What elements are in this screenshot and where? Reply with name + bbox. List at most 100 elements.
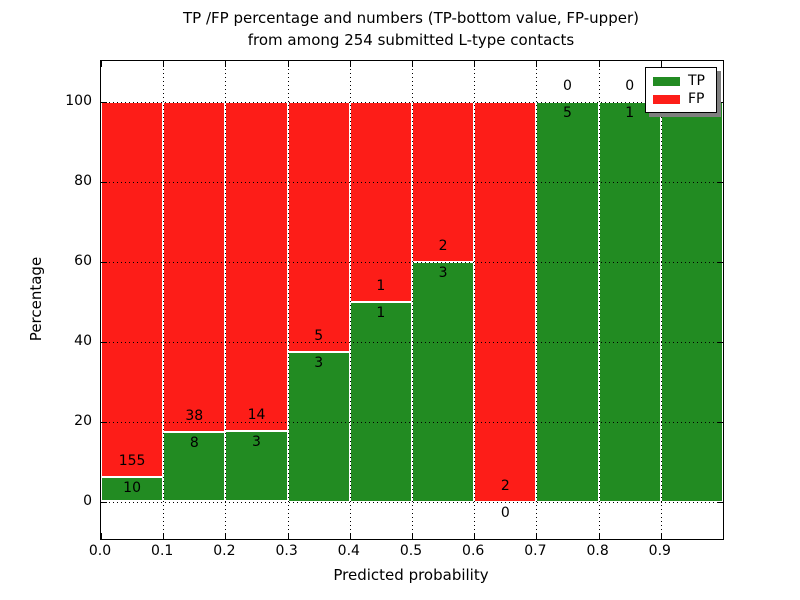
x-tick-bottom <box>163 533 165 539</box>
y-tick-label: 60 <box>74 252 92 269</box>
x-tick-top <box>412 61 413 67</box>
x-tick-top <box>349 61 351 67</box>
x-tick-bottom <box>287 533 289 539</box>
chart-title-line1: TP /FP percentage and numbers (TP-bottom… <box>183 9 639 27</box>
bar-segment-fp <box>474 101 537 502</box>
chart-title-line2: from among 254 submitted L-type contacts <box>247 31 575 49</box>
tp-count-label: 1 <box>376 304 386 321</box>
x-tick-label: 0.4 <box>337 543 360 559</box>
bar-segment-tp <box>349 301 412 502</box>
x-gridline <box>598 61 600 539</box>
tp-count-label: 8 <box>189 434 199 451</box>
bar-segment-fp <box>225 101 288 431</box>
x-gridline <box>225 61 227 539</box>
legend-item-label: TP <box>688 73 705 89</box>
x-tick-bottom <box>474 533 476 539</box>
tp-swatch-icon <box>653 76 680 86</box>
bar-segment-tp <box>598 101 661 502</box>
x-tick-bottom <box>349 533 351 539</box>
fp-count-label: 5 <box>314 327 324 344</box>
x-tick-bottom <box>225 533 227 539</box>
x-tick-top <box>598 61 600 67</box>
x-tick-label: 0.2 <box>213 543 236 559</box>
bar-segment-fp <box>101 101 164 478</box>
x-tick-label: 0.9 <box>648 543 671 559</box>
x-tick-label: 0.5 <box>399 543 423 559</box>
x-tick-top <box>101 61 102 67</box>
x-tick-label: 0.6 <box>462 543 485 559</box>
x-tick-label: 0.8 <box>586 543 609 559</box>
tp-count-label: 5 <box>563 104 572 121</box>
x-gridline <box>536 61 538 539</box>
x-tick-bottom <box>412 533 413 539</box>
y-tick-right <box>717 261 723 263</box>
bar-segment-tp <box>101 477 164 502</box>
fp-count-label: 0 <box>625 77 635 94</box>
y-tick-label: 100 <box>65 92 92 109</box>
x-gridline <box>287 61 289 539</box>
y-tick-right <box>717 421 723 423</box>
y-tick-right <box>717 101 723 103</box>
legend-box: TP FP <box>645 67 717 113</box>
y-tick-left <box>101 181 107 183</box>
y-tick-label: 40 <box>74 332 92 349</box>
x-tick-label: 0.0 <box>88 543 112 559</box>
bar-segment-tp <box>660 101 723 502</box>
bar-segment-fp <box>287 101 350 352</box>
plot-area: 1551038814353112320050103 <box>100 60 724 540</box>
x-tick-bottom <box>101 533 102 539</box>
x-tick-bottom <box>598 533 600 539</box>
x-tick-label: 0.1 <box>151 543 174 559</box>
x-tick-top <box>225 61 227 67</box>
x-tick-top <box>287 61 289 67</box>
bar-segment-tp <box>287 351 350 502</box>
fp-swatch-icon <box>653 94 680 104</box>
fp-count-label: 155 <box>118 453 146 470</box>
legend-item-label: FP <box>688 91 705 107</box>
y-tick-left <box>101 261 107 263</box>
fp-count-label: 0 <box>563 77 572 94</box>
bar-segment-tp <box>536 101 599 502</box>
x-gridline <box>474 61 476 539</box>
bar-segment-tp <box>412 261 475 502</box>
x-tick-top <box>163 61 165 67</box>
y-tick-left <box>101 341 107 343</box>
y-tick-left <box>101 421 107 423</box>
tp-count-label: 3 <box>314 354 324 371</box>
y-tick-label: 0 <box>83 492 92 509</box>
y-tick-label: 80 <box>74 172 92 189</box>
y-tick-right <box>717 501 723 503</box>
fp-count-label: 14 <box>247 406 266 423</box>
fp-count-label: 1 <box>376 277 386 294</box>
x-tick-top <box>474 61 476 67</box>
x-tick-top <box>536 61 538 67</box>
bar-segment-tp <box>225 430 288 502</box>
y-tick-left <box>101 501 107 503</box>
x-gridline <box>349 61 351 539</box>
legend-item: TP <box>653 73 709 89</box>
x-tick-bottom <box>536 533 538 539</box>
x-tick-bottom <box>660 533 662 539</box>
fp-count-label: 2 <box>500 477 510 494</box>
tp-count-label: 1 <box>625 104 635 121</box>
x-axis-label: Predicted probability <box>333 566 489 584</box>
y-tick-right <box>717 341 723 343</box>
fp-count-label: 2 <box>438 237 448 254</box>
tp-count-label: 3 <box>438 264 448 281</box>
tp-count-label: 0 <box>500 504 510 521</box>
bar-segment-fp <box>349 101 412 302</box>
chart-title: TP /FP percentage and numbers (TP-bottom… <box>100 7 722 51</box>
y-tick-label: 20 <box>74 412 92 429</box>
y-tick-right <box>717 181 723 183</box>
x-gridline <box>163 61 165 539</box>
x-tick-top <box>660 61 662 67</box>
bar-segment-fp <box>163 101 226 432</box>
x-tick-label: 0.7 <box>524 543 547 559</box>
tp-count-label: 3 <box>252 433 261 450</box>
y-tick-left <box>101 101 107 103</box>
legend-item: FP <box>653 91 709 107</box>
fp-count-label: 38 <box>185 407 204 424</box>
x-gridline <box>660 61 662 539</box>
x-tick-label: 0.3 <box>275 543 298 559</box>
